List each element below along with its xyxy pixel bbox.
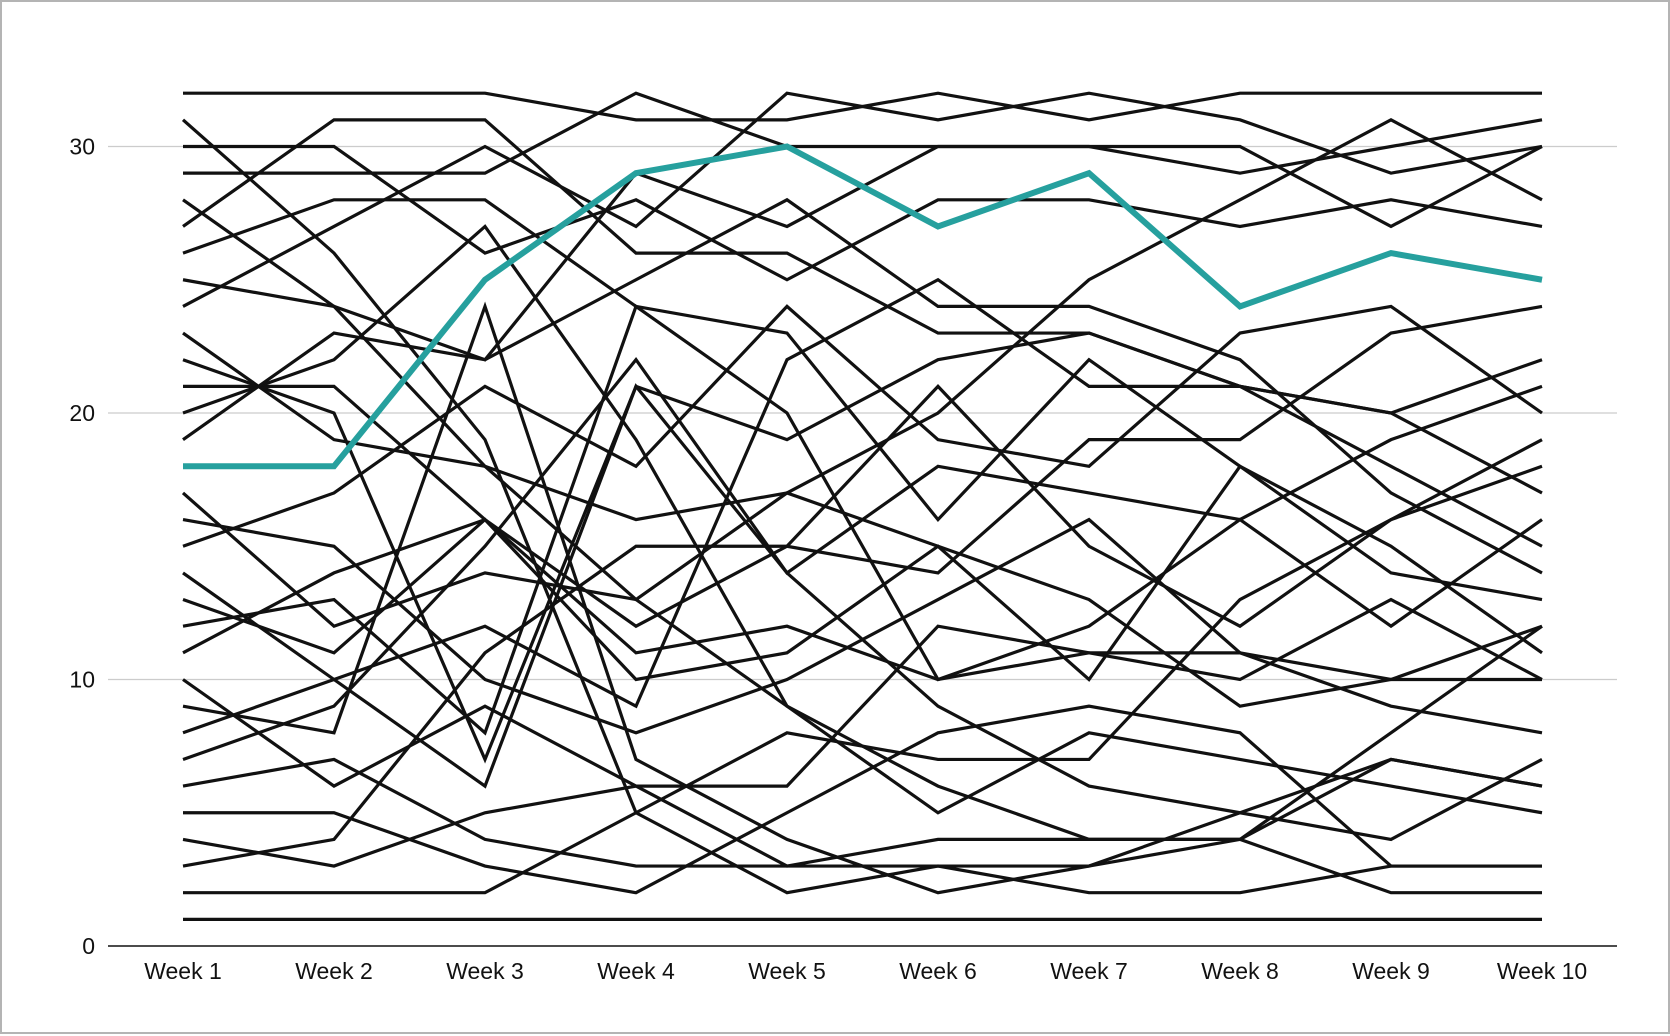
series-line-29 <box>182 304 1543 868</box>
series-lines <box>181 91 1543 921</box>
series-line-9 <box>182 91 1543 308</box>
highlight-series-line <box>183 143 1543 470</box>
series-line-17 <box>182 304 1543 548</box>
x-tick-label-5: Week 5 <box>748 958 826 984</box>
x-tick-label-3: Week 3 <box>446 958 524 984</box>
series-line-14 <box>182 197 1543 575</box>
series-line-4 <box>183 91 1543 229</box>
x-tick-label-10: Week 10 <box>1497 958 1587 984</box>
x-tick-label-9: Week 9 <box>1352 958 1430 984</box>
x-tick-label-8: Week 8 <box>1201 958 1279 984</box>
series-line-20 <box>182 303 1543 736</box>
series-line-13 <box>182 224 1543 815</box>
series-line-3 <box>183 144 1543 282</box>
series-line-24 <box>182 277 1543 735</box>
series-line-25 <box>182 357 1543 842</box>
series-line-19 <box>182 464 1543 682</box>
x-tick-label-6: Week 6 <box>899 958 977 984</box>
x-tick-label-2: Week 2 <box>295 958 373 984</box>
series-line-7 <box>182 198 1543 602</box>
y-tick-label-30: 30 <box>69 134 95 160</box>
series-line-30 <box>183 464 1543 895</box>
x-tick-label-4: Week 4 <box>597 958 675 984</box>
x-tick-label-7: Week 7 <box>1050 958 1128 984</box>
x-axis-tick-labels: Week 1 Week 2 Week 3 Week 4 Week 5 Week 6 Week… <box>144 958 1587 984</box>
x-tick-label-1: Week 1 <box>144 958 222 984</box>
highlighted-series <box>183 143 1543 470</box>
series-line-21 <box>182 384 1543 655</box>
series-line-28 <box>182 624 1542 868</box>
y-tick-label-10: 10 <box>69 667 95 693</box>
series-line-18 <box>182 383 1543 789</box>
series-line-23 <box>182 301 1543 895</box>
y-axis-tick-labels: 0 10 20 30 <box>69 134 95 960</box>
y-tick-label-20: 20 <box>69 400 95 426</box>
y-tick-label-0: 0 <box>82 933 95 959</box>
